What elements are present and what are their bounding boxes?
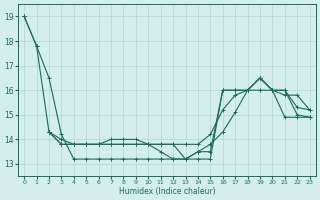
X-axis label: Humidex (Indice chaleur): Humidex (Indice chaleur) bbox=[119, 187, 215, 196]
